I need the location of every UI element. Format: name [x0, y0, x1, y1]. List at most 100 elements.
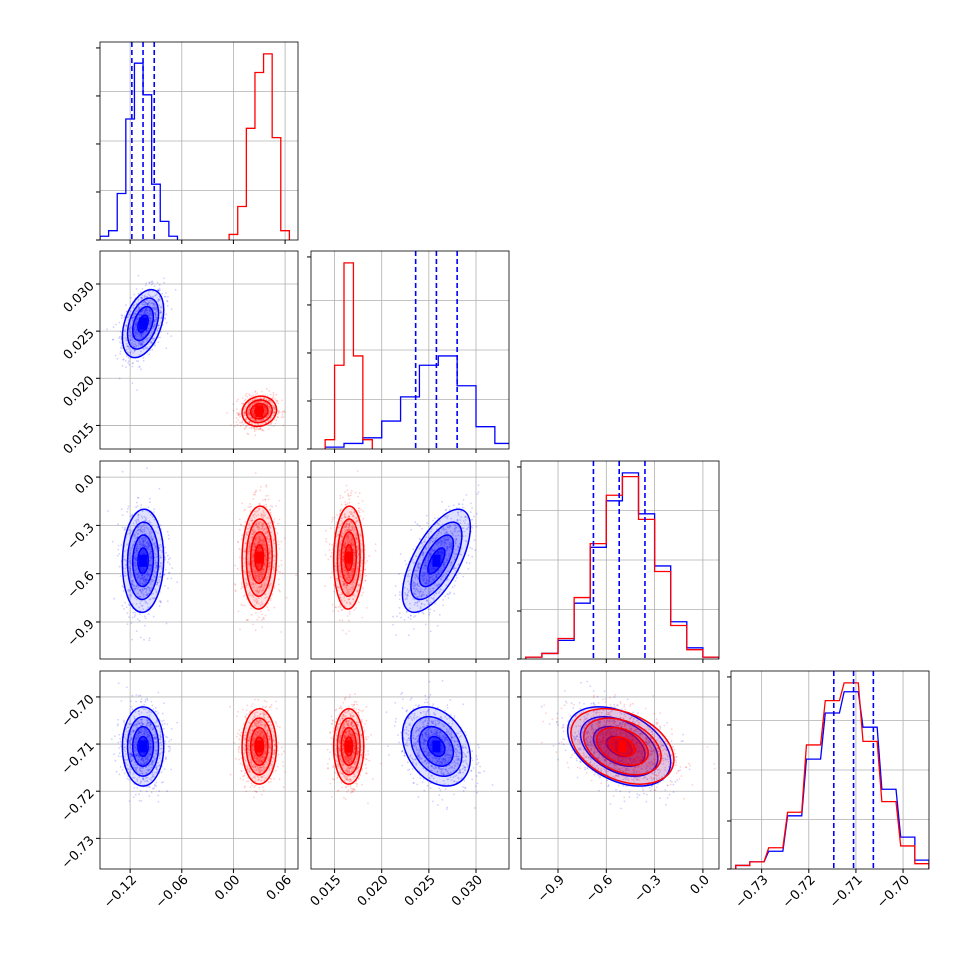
scatter-point: [458, 563, 460, 565]
scatter-point: [427, 556, 430, 558]
scatter-point: [254, 422, 256, 425]
scatter-point: [142, 542, 144, 545]
scatter-point: [269, 549, 272, 552]
scatter-point: [131, 547, 133, 550]
scatter-point: [265, 409, 268, 412]
scatter-point: [275, 399, 278, 402]
scatter-point: [118, 565, 121, 568]
scatter-point: [445, 558, 448, 561]
scatter-point: [398, 593, 401, 596]
scatter-point: [457, 512, 459, 514]
scatter-point: [446, 539, 449, 542]
scatter-point: [155, 308, 158, 311]
scatter-point: [149, 565, 151, 567]
scatter-point: [238, 548, 241, 551]
scatter-point: [143, 530, 146, 533]
scatter-point: [248, 420, 251, 423]
scatter-point: [258, 535, 261, 538]
scatter-point: [128, 567, 131, 569]
scatter-point: [150, 564, 153, 567]
scatter-point: [130, 549, 133, 552]
scatter-point: [426, 580, 428, 582]
scatter-point: [415, 555, 417, 558]
scatter-point: [135, 310, 138, 313]
scatter-point: [149, 551, 151, 554]
scatter-point: [266, 416, 269, 419]
scatter-point: [144, 519, 146, 522]
scatter-point: [153, 312, 156, 314]
scatter-point: [457, 503, 460, 505]
scatter-point: [258, 400, 260, 403]
scatter-point: [153, 575, 156, 578]
scatter-point: [440, 542, 443, 545]
scatter-point: [136, 587, 139, 590]
scatter-point: [116, 554, 119, 557]
scatter-point: [147, 586, 150, 589]
scatter-point: [141, 589, 144, 592]
scatter-point: [251, 409, 254, 412]
scatter-point: [251, 410, 254, 413]
scatter-point: [150, 514, 152, 516]
scatter-point: [277, 570, 280, 573]
scatter-point: [125, 342, 128, 345]
scatter-point: [436, 522, 439, 525]
scatter-point: [158, 576, 160, 578]
scatter-point: [252, 579, 255, 582]
scatter-point: [450, 564, 452, 567]
scatter-point: [150, 302, 153, 305]
scatter-point: [140, 333, 143, 335]
scatter-point: [280, 559, 283, 562]
scatter-point: [137, 292, 140, 295]
scatter-point: [142, 608, 145, 610]
scatter-point: [462, 499, 465, 501]
scatter-point: [431, 578, 434, 581]
scatter-point: [347, 572, 350, 575]
scatter-point: [342, 533, 345, 535]
scatter-point: [146, 594, 149, 597]
scatter-point: [273, 410, 276, 413]
scatter-point: [439, 570, 442, 573]
scatter-point: [146, 346, 149, 349]
scatter-point: [160, 562, 162, 565]
scatter-point: [153, 542, 156, 545]
scatter-point: [136, 496, 139, 499]
scatter-point: [143, 536, 146, 539]
scatter-point: [443, 563, 446, 566]
scatter-point: [140, 296, 142, 299]
scatter-point: [248, 393, 251, 395]
scatter-point: [242, 565, 245, 567]
scatter-point: [276, 399, 279, 402]
scatter-point: [128, 313, 131, 316]
scatter-point: [423, 577, 426, 580]
scatter-point: [136, 329, 138, 332]
scatter-point: [429, 552, 432, 555]
scatter-point: [429, 549, 432, 552]
scatter-point: [243, 594, 246, 597]
scatter-point: [263, 544, 266, 546]
scatter-point: [426, 578, 429, 581]
scatter-point: [252, 414, 255, 416]
scatter-point: [432, 537, 435, 540]
scatter-point: [342, 555, 345, 557]
scatter-point: [271, 421, 273, 424]
scatter-point: [254, 538, 256, 540]
scatter-point: [261, 570, 263, 573]
scatter-point: [438, 590, 441, 593]
scatter-point: [350, 542, 353, 544]
scatter-point: [240, 583, 243, 585]
scatter-point: [150, 535, 153, 537]
scatter-point: [135, 501, 138, 504]
scatter-point: [147, 336, 150, 339]
scatter-point: [446, 545, 449, 548]
scatter-point: [445, 508, 448, 511]
scatter-point: [420, 543, 423, 545]
scatter-point: [167, 572, 170, 575]
scatter-point: [449, 546, 451, 548]
scatter-point: [440, 542, 442, 544]
scatter-point: [423, 603, 426, 606]
scatter-point: [253, 545, 255, 548]
density-peak-red: [255, 405, 264, 418]
scatter-point: [473, 539, 476, 542]
scatter-point: [259, 572, 261, 575]
scatter-point: [428, 576, 431, 579]
